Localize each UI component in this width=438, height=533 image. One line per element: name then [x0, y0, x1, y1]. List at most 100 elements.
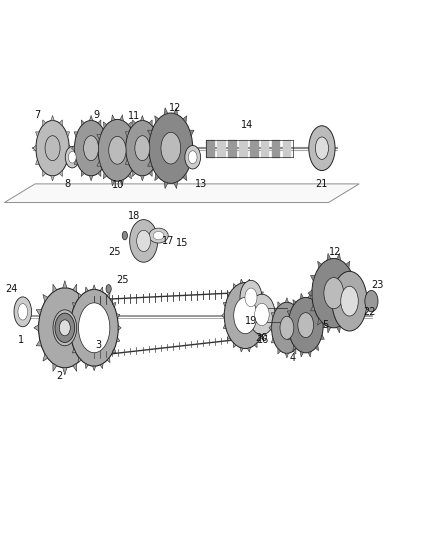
Polygon shape: [51, 116, 54, 120]
Ellipse shape: [130, 220, 158, 262]
Ellipse shape: [39, 288, 91, 368]
Ellipse shape: [249, 294, 275, 335]
Polygon shape: [356, 290, 360, 296]
Ellipse shape: [78, 303, 110, 353]
Polygon shape: [120, 115, 124, 121]
Polygon shape: [35, 132, 39, 137]
Polygon shape: [311, 305, 315, 311]
Polygon shape: [155, 174, 159, 181]
Polygon shape: [148, 130, 152, 136]
Polygon shape: [113, 349, 116, 353]
Polygon shape: [53, 364, 57, 372]
Polygon shape: [93, 285, 95, 289]
Polygon shape: [71, 146, 74, 151]
Polygon shape: [278, 349, 281, 354]
Polygon shape: [34, 325, 39, 331]
Ellipse shape: [18, 304, 28, 320]
Polygon shape: [240, 279, 243, 284]
Text: 10: 10: [112, 181, 124, 190]
Polygon shape: [323, 322, 326, 328]
Text: 22: 22: [363, 307, 375, 317]
Ellipse shape: [161, 132, 180, 164]
Polygon shape: [155, 116, 159, 123]
Polygon shape: [63, 368, 67, 375]
Polygon shape: [261, 292, 263, 296]
Text: 13: 13: [195, 179, 208, 189]
Text: 11: 11: [127, 111, 140, 120]
Polygon shape: [118, 325, 121, 330]
Text: 1: 1: [18, 335, 24, 345]
Polygon shape: [299, 338, 303, 343]
Polygon shape: [233, 284, 236, 288]
Ellipse shape: [341, 286, 358, 316]
Ellipse shape: [234, 297, 257, 334]
Polygon shape: [254, 343, 257, 348]
Polygon shape: [327, 253, 331, 260]
Polygon shape: [247, 279, 251, 284]
Polygon shape: [85, 287, 88, 292]
Ellipse shape: [45, 136, 60, 160]
Polygon shape: [91, 325, 96, 331]
Polygon shape: [346, 261, 350, 268]
Text: 16: 16: [257, 335, 269, 345]
Ellipse shape: [109, 136, 126, 164]
Polygon shape: [266, 313, 269, 318]
Polygon shape: [117, 337, 120, 342]
Polygon shape: [134, 134, 138, 140]
Polygon shape: [73, 364, 77, 372]
Polygon shape: [321, 335, 325, 340]
Polygon shape: [68, 313, 72, 318]
Ellipse shape: [298, 313, 314, 337]
Polygon shape: [321, 311, 325, 316]
Polygon shape: [271, 313, 275, 317]
Polygon shape: [293, 300, 296, 305]
Polygon shape: [193, 145, 197, 151]
Ellipse shape: [324, 278, 344, 309]
Ellipse shape: [288, 297, 323, 353]
Ellipse shape: [122, 231, 127, 240]
Polygon shape: [100, 364, 103, 369]
Polygon shape: [43, 354, 48, 361]
Polygon shape: [137, 148, 140, 153]
Ellipse shape: [254, 303, 269, 326]
Polygon shape: [337, 326, 340, 333]
Polygon shape: [311, 276, 315, 281]
Polygon shape: [59, 120, 62, 126]
Polygon shape: [287, 335, 291, 340]
Text: 25: 25: [109, 247, 121, 257]
Text: 21: 21: [316, 179, 328, 189]
Polygon shape: [133, 171, 136, 176]
Polygon shape: [36, 340, 42, 346]
Text: 4: 4: [290, 353, 296, 363]
Ellipse shape: [332, 271, 367, 331]
Polygon shape: [302, 325, 305, 330]
Polygon shape: [278, 302, 281, 307]
Polygon shape: [51, 176, 54, 181]
Polygon shape: [125, 132, 129, 137]
Polygon shape: [73, 284, 77, 292]
Polygon shape: [254, 284, 257, 288]
Polygon shape: [285, 353, 289, 358]
Polygon shape: [308, 293, 311, 299]
Polygon shape: [89, 176, 93, 181]
Polygon shape: [346, 318, 350, 325]
Polygon shape: [85, 364, 88, 369]
Ellipse shape: [36, 120, 69, 176]
Ellipse shape: [280, 316, 294, 340]
Polygon shape: [300, 351, 304, 357]
Polygon shape: [103, 122, 107, 128]
Polygon shape: [133, 120, 136, 126]
Polygon shape: [269, 325, 272, 330]
Polygon shape: [159, 146, 162, 151]
Polygon shape: [293, 349, 296, 354]
Text: 8: 8: [65, 179, 71, 189]
Polygon shape: [63, 280, 67, 288]
Polygon shape: [271, 338, 275, 343]
Polygon shape: [164, 108, 168, 115]
Polygon shape: [318, 261, 321, 268]
Polygon shape: [81, 120, 85, 126]
Ellipse shape: [74, 120, 108, 176]
Polygon shape: [43, 294, 48, 302]
Polygon shape: [265, 302, 268, 306]
Ellipse shape: [98, 119, 137, 181]
